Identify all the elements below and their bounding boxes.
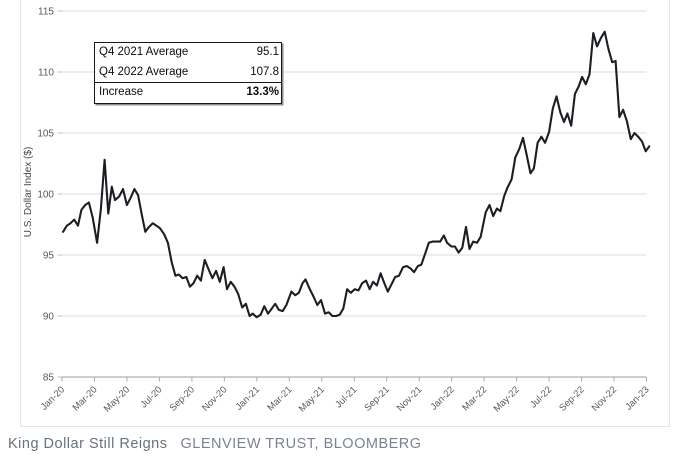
annotation-value: 95.1 — [256, 46, 279, 59]
y-tick-label: 95 — [43, 251, 55, 262]
x-tick-label: Jan-20 — [39, 384, 67, 412]
annotation-row-increase: Increase 13.3% — [95, 82, 281, 103]
annotation-label: Increase — [99, 86, 144, 99]
x-tick-label: Jul-22 — [528, 384, 554, 410]
x-tick-label: Mar-20 — [71, 384, 100, 413]
annotation-table: Q4 2021 Average 95.1 Q4 2022 Average 107… — [94, 42, 282, 104]
y-tick-label: 105 — [37, 129, 54, 140]
x-tick-label: Nov-22 — [590, 384, 619, 413]
x-tick-label: May-20 — [102, 384, 132, 414]
x-tick-label: Mar-21 — [265, 384, 294, 413]
x-tick-label: May-21 — [297, 384, 327, 414]
y-tick-label: 115 — [38, 7, 54, 18]
x-tick-label: Sep-22 — [557, 384, 586, 413]
annotation-value: 107.8 — [250, 65, 279, 78]
annotation-row-q4-2022: Q4 2022 Average 107.8 — [95, 63, 281, 83]
x-tick-label: May-22 — [492, 384, 522, 414]
dxy-series-line — [62, 30, 651, 319]
annotation-label: Q4 2022 Average — [99, 65, 189, 78]
y-axis-title: U.S. Dollar Index ($) — [23, 147, 34, 238]
x-tick-label: Jan-21 — [234, 384, 262, 412]
caption: King Dollar Still Reigns GLENVIEW TRUST, … — [8, 436, 668, 452]
y-tick-label: 90 — [43, 312, 55, 323]
caption-title: King Dollar Still Reigns — [8, 436, 168, 452]
y-tick-label: 110 — [38, 68, 54, 79]
x-tick-label: Jul-20 — [138, 384, 164, 410]
y-tick-label: 100 — [37, 190, 54, 201]
x-tick-label: Sep-21 — [362, 384, 391, 413]
y-tick-label: 85 — [43, 373, 55, 384]
annotation-value: 13.3% — [246, 86, 279, 99]
x-tick-label: Mar-22 — [460, 384, 489, 413]
x-tick-label: Nov-20 — [200, 384, 229, 413]
x-tick-label: Jan-23 — [623, 384, 651, 412]
x-tick-label: Jul-21 — [333, 384, 359, 410]
x-tick-label: Sep-20 — [168, 384, 197, 413]
annotation-row-q4-2021: Q4 2021 Average 95.1 — [95, 43, 281, 63]
x-tick-label: Jan-22 — [428, 384, 456, 412]
annotation-label: Q4 2021 Average — [99, 46, 189, 59]
x-tick-label: Nov-21 — [395, 384, 424, 413]
caption-source: GLENVIEW TRUST, BLOOMBERG — [180, 436, 422, 452]
